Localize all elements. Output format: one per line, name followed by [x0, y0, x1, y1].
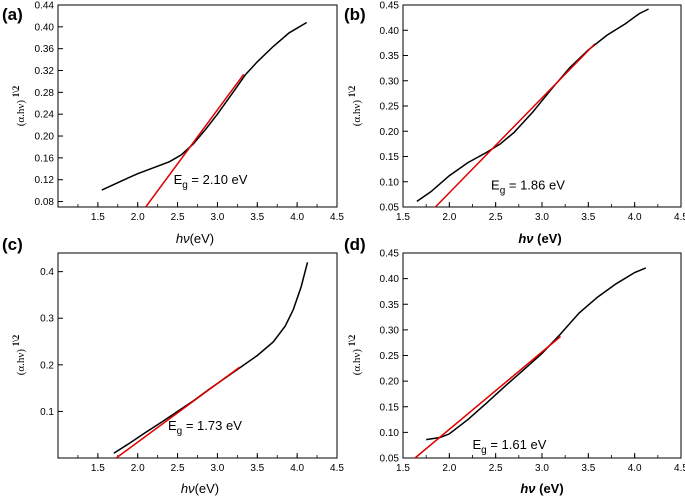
y-tick-label: 0.05	[380, 203, 400, 214]
x-tick-label: 3.0	[535, 463, 549, 474]
x-tick-label: 2.5	[489, 212, 503, 223]
y-tick-label: 0.30	[380, 76, 400, 87]
y-tick-label: 0.45	[380, 1, 400, 12]
y-tick-label: 0.25	[380, 102, 400, 113]
y-tick-label: 0.12	[35, 175, 55, 186]
band-gap-annotation: Eg = 1.86 eV	[491, 177, 565, 196]
x-tick-label: 2.0	[131, 212, 145, 223]
band-gap-annotation: Eg = 1.61 eV	[473, 437, 547, 456]
data-curve	[101, 21, 308, 191]
y-tick-label: 0.05	[380, 454, 400, 465]
x-tick-label: 2.0	[442, 212, 456, 223]
y-tick-label: 0.45	[380, 249, 400, 260]
x-tick-label: 4.5	[330, 463, 344, 474]
y-axis-label: (α.hν) 1\2	[11, 334, 27, 375]
x-axis-label: hν(eV)	[176, 231, 214, 246]
y-tick-label: 0.1	[40, 407, 54, 418]
y-tick-label: 0.3	[40, 314, 54, 325]
x-tick-label: 1.5	[396, 212, 410, 223]
y-tick-label: 0.35	[380, 300, 400, 311]
x-tick-label: 2.5	[171, 463, 185, 474]
y-tick-label: 0.10	[380, 428, 400, 439]
band-gap-annotation: Eg = 2.10 eV	[174, 172, 248, 191]
y-tick-label: 0.28	[35, 88, 55, 99]
x-tick-label: 2.0	[442, 463, 456, 474]
x-tick-label: 3.0	[535, 212, 549, 223]
y-tick-label: 0.40	[35, 22, 55, 33]
x-tick-label: 2.5	[171, 212, 185, 223]
y-tick-label: 0.08	[35, 197, 55, 208]
axis-frame	[402, 252, 682, 459]
x-tick-label: 2.5	[489, 463, 503, 474]
x-tick-label: 4.5	[674, 212, 685, 223]
x-tick-label: 4.0	[290, 463, 304, 474]
y-axis-label: (α.hν) 1\2	[347, 85, 363, 126]
y-tick-label: 0.44	[35, 1, 55, 12]
panel-label: (a)	[2, 5, 23, 24]
y-tick-label: 0.16	[35, 153, 55, 164]
y-axis-label: (α.hν) 1\2	[347, 334, 363, 375]
panel-label: (d)	[344, 235, 366, 254]
x-tick-label: 4.0	[628, 463, 642, 474]
x-tick-label: 1.5	[396, 463, 410, 474]
y-tick-label: 0.10	[380, 177, 400, 188]
data-curve	[416, 8, 649, 203]
y-tick-label: 0.20	[35, 132, 55, 143]
x-tick-label: 3.0	[210, 212, 224, 223]
chart-panel-b: 1.5 2.0 2.5 3.0 3.5 4.0 4.5 0.05 0.10 0.15 0.20 0.2…	[344, 1, 685, 247]
y-tick-label: 0.36	[35, 44, 55, 55]
chart-panel-d: 1.5 2.0 2.5 3.0 3.5 4.0 4.5 0.05 0.10 0.15 0.20 0.2…	[344, 235, 685, 496]
x-tick-label: 1.5	[91, 463, 105, 474]
x-tick-label: 4.0	[628, 212, 642, 223]
x-tick-label: 1.5	[91, 212, 105, 223]
panel-label: (c)	[2, 235, 23, 254]
y-tick-label: 0.24	[35, 110, 55, 121]
linear-fit-line	[434, 43, 596, 208]
x-tick-label: 3.0	[210, 463, 224, 474]
y-tick-label: 0.40	[380, 26, 400, 37]
y-tick-label: 0.35	[380, 51, 400, 62]
y-tick-label: 0.15	[380, 152, 400, 163]
x-tick-label: 3.5	[581, 212, 595, 223]
y-tick-label: 0.15	[380, 402, 400, 413]
x-axis-label: hν (eV)	[520, 481, 563, 496]
y-tick-label: 0.4	[40, 267, 54, 278]
panel-label: (b)	[344, 5, 366, 24]
x-tick-label: 3.5	[250, 212, 264, 223]
x-tick-label: 4.5	[674, 463, 685, 474]
y-axis-label: (α.hν) 1\2	[11, 85, 27, 126]
y-tick-label: 0.30	[380, 325, 400, 336]
y-tick-label: 0.2	[40, 360, 54, 371]
chart-panel-c: 1.5 2.0 2.5 3.0 3.5 4.0 4.5 0.1 0.2 0.3 0.4 (c) hν(e…	[2, 235, 344, 496]
x-tick-label: 3.5	[250, 463, 264, 474]
y-tick-label: 0.25	[380, 351, 400, 362]
data-curve	[426, 267, 647, 441]
x-tick-label: 4.5	[330, 212, 344, 223]
x-tick-label: 4.0	[290, 212, 304, 223]
y-tick-label: 0.40	[380, 274, 400, 285]
y-tick-label: 0.32	[35, 66, 55, 77]
y-tick-label: 0.20	[380, 377, 400, 388]
y-tick-label: 0.20	[380, 127, 400, 138]
x-axis-label: hν (eV)	[518, 231, 561, 246]
linear-fit-line	[414, 335, 561, 459]
linear-fit-line	[115, 366, 241, 459]
x-tick-label: 2.0	[131, 463, 145, 474]
chart-panel-a: 1.5 2.0 2.5 3.0 3.5 4.0 4.5 0.08 0.12 0.16 0.20 0.2…	[2, 1, 344, 247]
band-gap-annotation: Eg = 1.73 eV	[168, 418, 242, 437]
x-tick-label: 3.5	[581, 463, 595, 474]
x-axis-label: hν(eV)	[181, 481, 219, 496]
linear-fit-line	[145, 73, 245, 208]
